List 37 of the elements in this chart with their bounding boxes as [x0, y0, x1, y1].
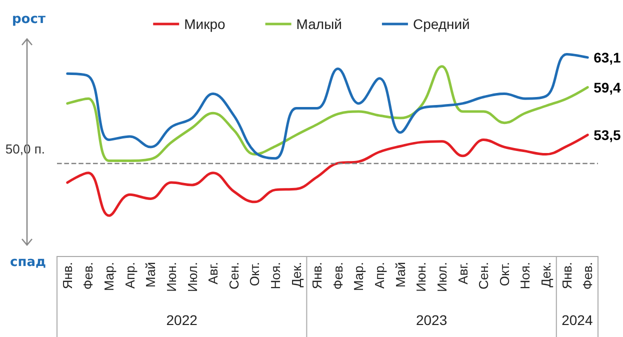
- x-tick-label: Авг.: [455, 262, 470, 284]
- text: рост: [12, 12, 46, 27]
- legend-label: Средний: [412, 16, 470, 32]
- data-label: 63,1: [594, 49, 622, 66]
- x-tick-label: Мар.: [102, 262, 117, 292]
- x-tick-label: Дек.: [288, 262, 304, 288]
- data-label: 53,5: [594, 126, 622, 143]
- x-tick-label: Апр.: [122, 262, 138, 289]
- x-tick-label: Апр.: [372, 262, 388, 289]
- x-tick-label: Фев.: [580, 262, 596, 290]
- text: 2024: [562, 312, 593, 328]
- x-tick-label: Ноя.: [518, 262, 533, 290]
- x-tick-label: Май: [143, 262, 158, 288]
- x-tick-label: Окт.: [496, 262, 512, 286]
- x-tick-label: Июл.: [434, 262, 450, 292]
- x-tick-label: Фев.: [330, 262, 346, 290]
- x-tick-label: Июн.: [414, 262, 429, 292]
- x-tick-label: Ноя.: [268, 262, 283, 290]
- x-tick-label: Янв.: [310, 262, 325, 290]
- legend-label: Микро: [184, 16, 226, 32]
- x-tick-label: Авг.: [206, 262, 221, 284]
- x-tick-label: Июн.: [164, 262, 179, 292]
- x-tick-label: Сен.: [476, 262, 492, 290]
- x-tick-label: Янв.: [60, 262, 75, 290]
- legend-label: Малый: [296, 16, 342, 32]
- x-tick-label: Фев.: [80, 262, 96, 290]
- text: спад: [10, 255, 46, 270]
- x-tick-label: Янв.: [559, 262, 574, 290]
- x-tick-label: Окт.: [247, 262, 262, 286]
- x-tick-label: Июл.: [184, 262, 200, 292]
- x-tick-label: Сен.: [226, 262, 242, 290]
- x-tick-label: Мар.: [351, 262, 366, 292]
- text: 2022: [166, 312, 198, 328]
- data-label: 59,4: [594, 79, 622, 96]
- x-tick-label: Дек.: [538, 262, 554, 288]
- text: 2023: [416, 312, 448, 328]
- x-tick-label: Май: [392, 262, 408, 288]
